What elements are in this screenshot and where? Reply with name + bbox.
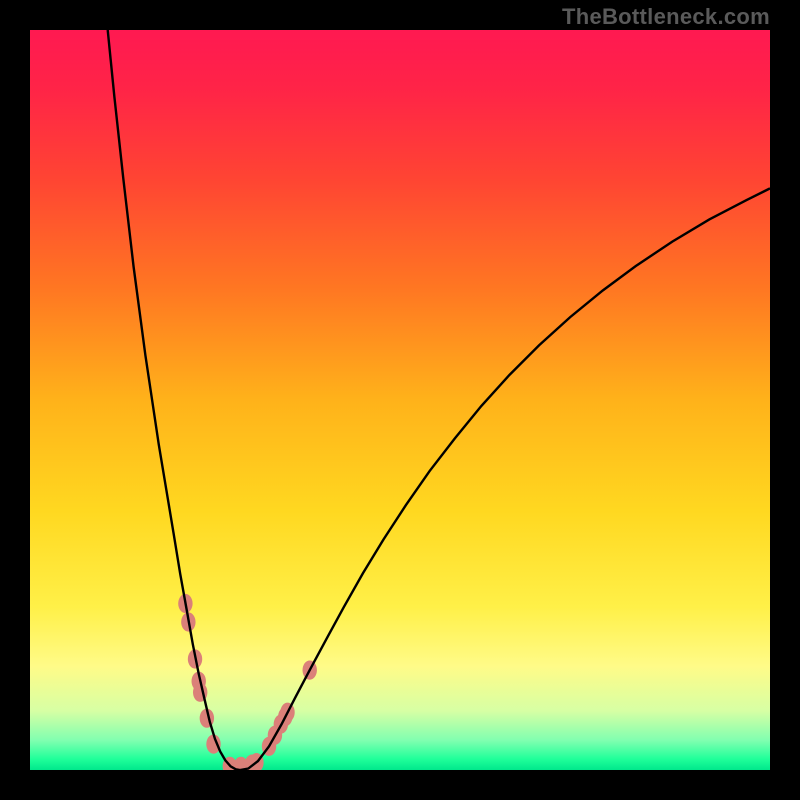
left-curve — [108, 30, 240, 770]
right-curve — [240, 188, 770, 770]
watermark-text: TheBottleneck.com — [562, 4, 770, 30]
plot-area — [30, 30, 770, 770]
scatter-markers — [178, 594, 317, 770]
curves-layer — [30, 30, 770, 770]
chart-container: TheBottleneck.com — [0, 0, 800, 800]
